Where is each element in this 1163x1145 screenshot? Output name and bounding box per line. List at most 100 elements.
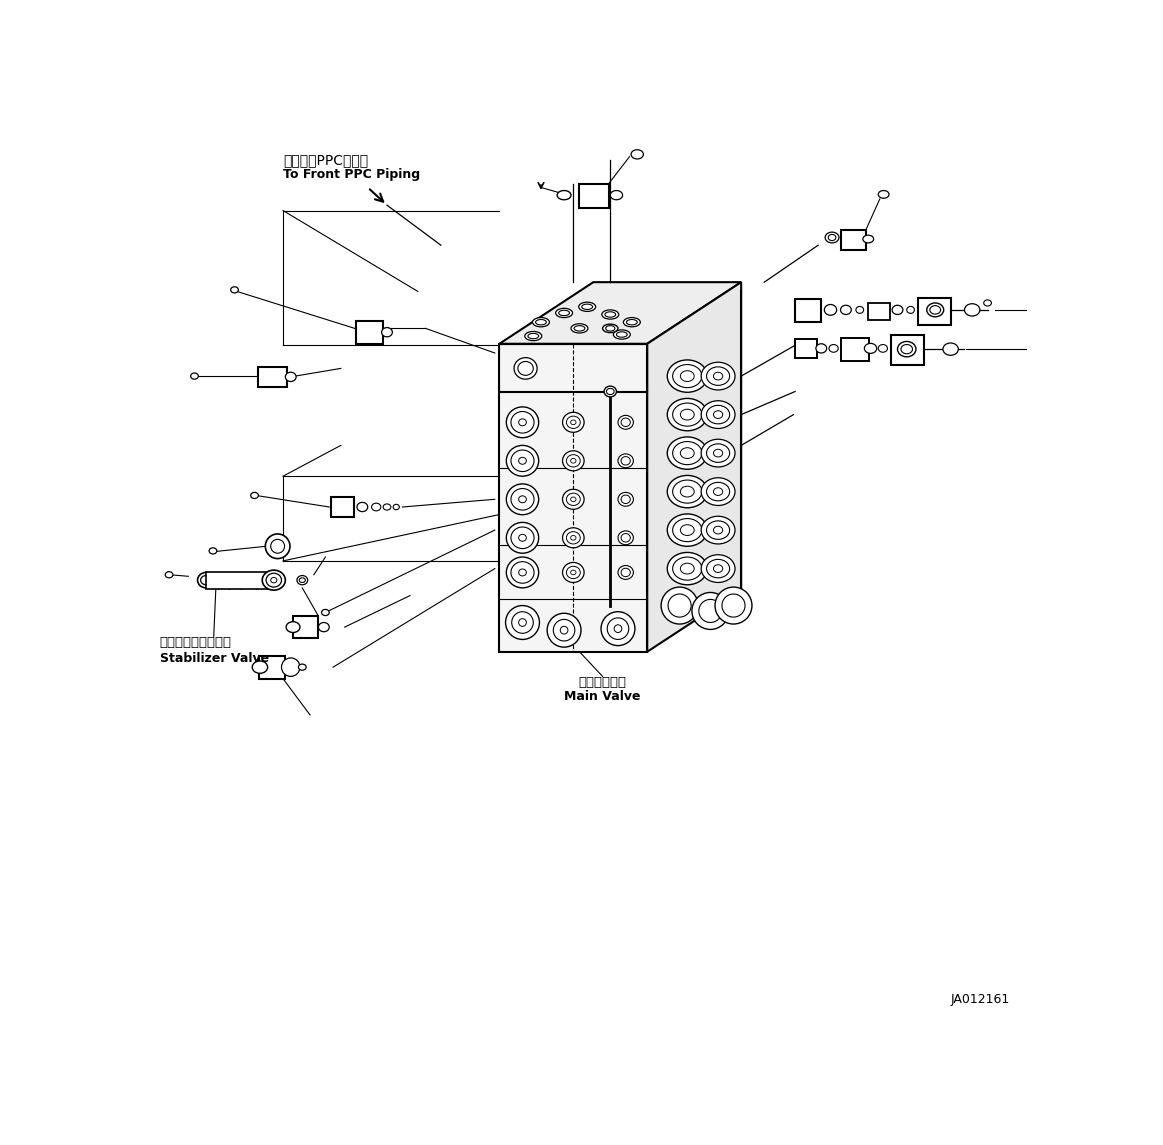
Ellipse shape: [191, 373, 199, 379]
Bar: [259, 656, 285, 679]
Ellipse shape: [601, 310, 619, 319]
Ellipse shape: [964, 303, 980, 316]
Ellipse shape: [563, 528, 584, 547]
Bar: [330, 497, 354, 518]
Ellipse shape: [165, 571, 173, 578]
Ellipse shape: [668, 552, 707, 585]
Ellipse shape: [680, 448, 694, 458]
Ellipse shape: [672, 558, 702, 581]
Ellipse shape: [713, 488, 722, 496]
Ellipse shape: [627, 319, 637, 325]
Ellipse shape: [557, 190, 571, 199]
Ellipse shape: [533, 317, 549, 326]
Bar: [579, 183, 608, 208]
Ellipse shape: [613, 330, 630, 339]
Ellipse shape: [571, 420, 576, 425]
Bar: [891, 335, 925, 364]
Bar: [499, 344, 648, 392]
Ellipse shape: [571, 324, 588, 333]
Ellipse shape: [604, 386, 616, 397]
Ellipse shape: [621, 495, 630, 504]
Ellipse shape: [701, 362, 735, 390]
Ellipse shape: [701, 477, 735, 505]
Text: Stabilizer Valve: Stabilizer Valve: [159, 652, 269, 665]
Circle shape: [561, 626, 568, 634]
Bar: [206, 571, 273, 589]
Bar: [869, 303, 890, 319]
Text: Main Valve: Main Valve: [564, 690, 641, 703]
Ellipse shape: [707, 521, 729, 539]
Ellipse shape: [668, 360, 707, 393]
Ellipse shape: [571, 570, 576, 575]
Ellipse shape: [286, 622, 300, 632]
Ellipse shape: [571, 536, 576, 540]
Ellipse shape: [878, 345, 887, 353]
Text: メインバルブ: メインバルブ: [578, 677, 627, 689]
Ellipse shape: [506, 558, 538, 587]
Ellipse shape: [299, 664, 306, 670]
Ellipse shape: [841, 306, 851, 315]
Ellipse shape: [571, 458, 576, 463]
Ellipse shape: [898, 341, 916, 357]
Ellipse shape: [943, 344, 958, 355]
Text: フロントPPC配管へ: フロントPPC配管へ: [283, 152, 369, 167]
Ellipse shape: [825, 305, 836, 315]
Ellipse shape: [262, 570, 285, 590]
Ellipse shape: [672, 519, 702, 542]
Ellipse shape: [381, 327, 392, 337]
Ellipse shape: [621, 534, 630, 542]
Ellipse shape: [672, 480, 702, 503]
Circle shape: [271, 539, 285, 553]
Bar: [258, 366, 287, 387]
Ellipse shape: [506, 522, 538, 553]
Ellipse shape: [701, 554, 735, 583]
Ellipse shape: [536, 319, 547, 325]
Ellipse shape: [299, 578, 306, 583]
Circle shape: [614, 625, 622, 632]
Ellipse shape: [606, 388, 614, 395]
Ellipse shape: [605, 311, 615, 317]
Ellipse shape: [563, 451, 584, 471]
Ellipse shape: [209, 547, 216, 554]
Bar: [293, 616, 317, 638]
Ellipse shape: [511, 489, 534, 510]
Bar: [841, 338, 869, 361]
Ellipse shape: [266, 574, 281, 587]
Ellipse shape: [579, 302, 595, 311]
Ellipse shape: [713, 564, 722, 572]
Ellipse shape: [571, 497, 576, 502]
Circle shape: [519, 618, 527, 626]
Ellipse shape: [616, 332, 627, 338]
Ellipse shape: [556, 308, 572, 317]
Ellipse shape: [829, 345, 839, 353]
Ellipse shape: [680, 487, 694, 497]
Ellipse shape: [713, 449, 722, 457]
Ellipse shape: [621, 418, 630, 427]
Ellipse shape: [506, 445, 538, 476]
Ellipse shape: [563, 489, 584, 510]
Ellipse shape: [618, 453, 634, 467]
Ellipse shape: [319, 623, 329, 632]
Ellipse shape: [566, 531, 580, 544]
Circle shape: [699, 599, 722, 623]
Ellipse shape: [514, 357, 537, 379]
Ellipse shape: [701, 440, 735, 467]
Ellipse shape: [566, 416, 580, 428]
Ellipse shape: [713, 411, 722, 418]
Ellipse shape: [606, 325, 615, 331]
Ellipse shape: [623, 317, 641, 326]
Ellipse shape: [707, 482, 729, 500]
Ellipse shape: [321, 609, 329, 616]
Text: JA012161: JA012161: [950, 994, 1009, 1006]
Ellipse shape: [672, 442, 702, 465]
Ellipse shape: [528, 333, 538, 339]
Ellipse shape: [618, 531, 634, 545]
Polygon shape: [499, 344, 648, 652]
Ellipse shape: [511, 450, 534, 472]
Ellipse shape: [927, 303, 943, 317]
Ellipse shape: [506, 484, 538, 515]
Ellipse shape: [816, 344, 827, 353]
Ellipse shape: [672, 403, 702, 426]
Ellipse shape: [519, 569, 527, 576]
Ellipse shape: [506, 406, 538, 437]
